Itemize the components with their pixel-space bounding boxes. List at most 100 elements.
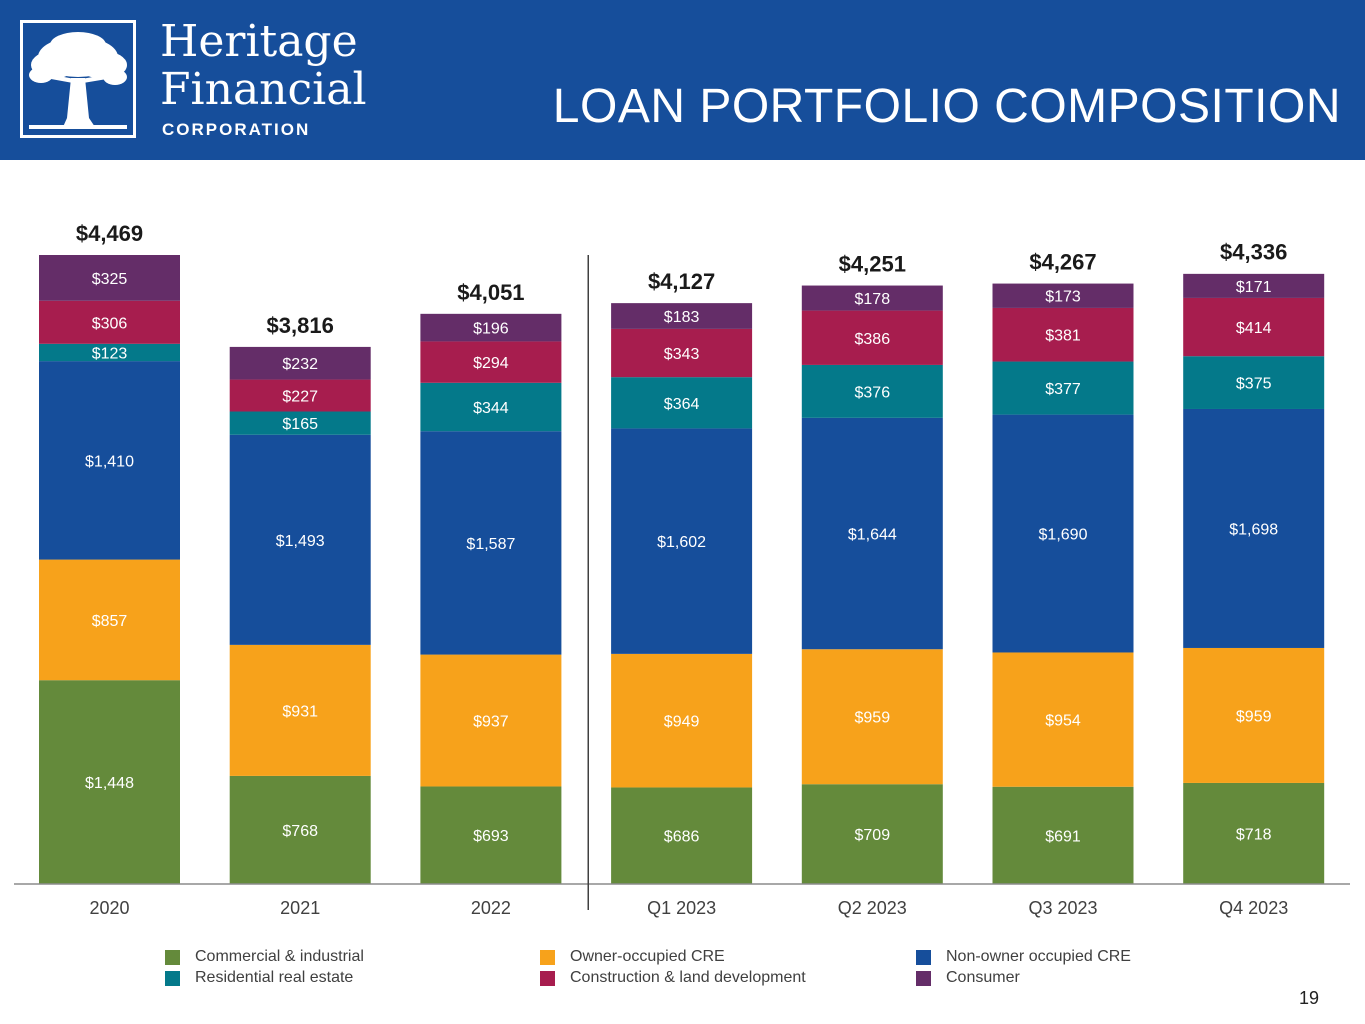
- bar-segment: [39, 255, 180, 301]
- bar-segment: [1183, 356, 1325, 409]
- bar-segment: [611, 328, 753, 378]
- x-tick-label: Q4 2023: [1219, 898, 1288, 918]
- bar-segment: [229, 434, 371, 645]
- logo: [20, 20, 136, 138]
- legend-swatch: [165, 970, 180, 986]
- data-label: $196: [473, 321, 509, 338]
- bar-segment: [1183, 297, 1325, 357]
- legend-item: Consumer: [916, 968, 1020, 988]
- data-label: $954: [1045, 713, 1081, 730]
- bar-segment: [801, 310, 943, 365]
- data-label: $718: [1236, 826, 1272, 843]
- page-number: 19: [1298, 988, 1319, 1008]
- data-label: $386: [855, 331, 891, 348]
- bar-segment: [611, 787, 753, 884]
- bar-segment: [1183, 273, 1325, 298]
- data-label: $171: [1236, 279, 1272, 296]
- loan-portfolio-chart: $1,448 $857 $1,410 $123 $306 $325 $768 $931 $1,4…: [14, 221, 1350, 918]
- bar-segment: [992, 361, 1134, 415]
- header-banner: Heritage Financial CORPORATION LOAN PORT…: [0, 0, 1365, 160]
- bar-segment: [992, 786, 1134, 884]
- total-label: $4,251: [839, 252, 906, 277]
- data-label: $344: [473, 400, 509, 417]
- bar-segment: [801, 649, 943, 785]
- data-label: $173: [1045, 289, 1081, 306]
- legend-swatch: [540, 949, 555, 965]
- bar-segment: [611, 428, 753, 654]
- data-label: $1,690: [1039, 527, 1088, 544]
- bar-segment: [229, 644, 371, 776]
- data-label: $165: [282, 416, 318, 433]
- brand-name-financial: Financial: [160, 64, 367, 115]
- bar-segment: [801, 784, 943, 884]
- legend-label: Owner-occupied CRE: [570, 948, 725, 965]
- data-label: $686: [664, 829, 700, 846]
- x-tick-label: Q1 2023: [647, 898, 716, 918]
- bar-segment: [420, 654, 562, 787]
- data-label: $294: [473, 355, 509, 372]
- data-label: $691: [1045, 828, 1081, 845]
- x-tick-label: Q2 2023: [838, 898, 907, 918]
- data-label: $1,602: [657, 534, 706, 551]
- oak-tree-icon: [29, 32, 127, 129]
- total-label: $4,469: [76, 221, 143, 246]
- data-label: $1,698: [1229, 521, 1278, 538]
- bar-segment: [1183, 408, 1325, 648]
- total-label: $3,816: [267, 313, 334, 338]
- bar-segment: [1183, 647, 1325, 783]
- bar-segment: [420, 341, 562, 383]
- legend-swatch: [916, 970, 931, 986]
- data-label: $364: [664, 396, 700, 413]
- legend-item: Commercial & industrial: [165, 947, 364, 967]
- bar-segment: [992, 652, 1134, 787]
- data-label: $693: [473, 828, 509, 845]
- bar-segment: [229, 775, 371, 884]
- legend-label: Consumer: [946, 969, 1020, 986]
- data-label: $959: [1236, 708, 1272, 725]
- legend-label: Commercial & industrial: [195, 948, 364, 965]
- x-tick-label: Q3 2023: [1028, 898, 1097, 918]
- bar-segment: [229, 379, 371, 412]
- data-label: $949: [664, 714, 700, 731]
- brand-name-corporation: CORPORATION: [162, 120, 311, 139]
- bar-segment: [39, 680, 180, 884]
- data-label: $232: [282, 356, 318, 373]
- x-tick-label: 2020: [89, 898, 129, 918]
- bar-segment: [420, 382, 562, 432]
- data-label: $1,493: [276, 533, 325, 550]
- legend-swatch: [916, 949, 931, 965]
- bar-segment: [992, 307, 1134, 362]
- data-label: $959: [855, 710, 891, 727]
- data-label: $937: [473, 714, 509, 731]
- bar-segment: [611, 377, 753, 429]
- data-label: $1,448: [85, 775, 134, 792]
- data-label: $227: [282, 389, 318, 406]
- legend-label: Residential real estate: [195, 969, 354, 986]
- data-label: $306: [92, 315, 128, 332]
- bar-segment: [420, 431, 562, 655]
- bars-group: $1,448 $857 $1,410 $123 $306 $325 $768 $931 $1,4…: [39, 255, 1325, 884]
- bar-segment: [801, 285, 943, 311]
- legend-label: Non-owner occupied CRE: [946, 948, 1131, 965]
- bar-segment: [39, 343, 180, 362]
- total-label: $4,051: [457, 280, 524, 305]
- bar-segment: [611, 653, 753, 788]
- bar-segment: [39, 559, 180, 681]
- total-label: $4,127: [648, 269, 715, 294]
- data-label: $375: [1236, 376, 1272, 393]
- data-label: $1,644: [848, 527, 897, 544]
- data-label: $343: [664, 346, 700, 363]
- legend-item: Non-owner occupied CRE: [916, 947, 1131, 967]
- data-label: $414: [1236, 320, 1272, 337]
- legend-item: Construction & land development: [540, 968, 806, 988]
- x-tick-label: 2022: [471, 898, 511, 918]
- data-label: $768: [282, 823, 318, 840]
- bar-segment: [801, 417, 943, 650]
- chart-legend: Commercial & industrial Owner-occupied CR…: [0, 940, 1365, 1000]
- bar-segment: [1183, 782, 1325, 884]
- bar-segment: [801, 364, 943, 418]
- data-label: $376: [855, 384, 891, 401]
- data-label: $1,410: [85, 453, 134, 470]
- total-label: $4,336: [1220, 240, 1287, 265]
- total-label: $4,267: [1029, 249, 1096, 274]
